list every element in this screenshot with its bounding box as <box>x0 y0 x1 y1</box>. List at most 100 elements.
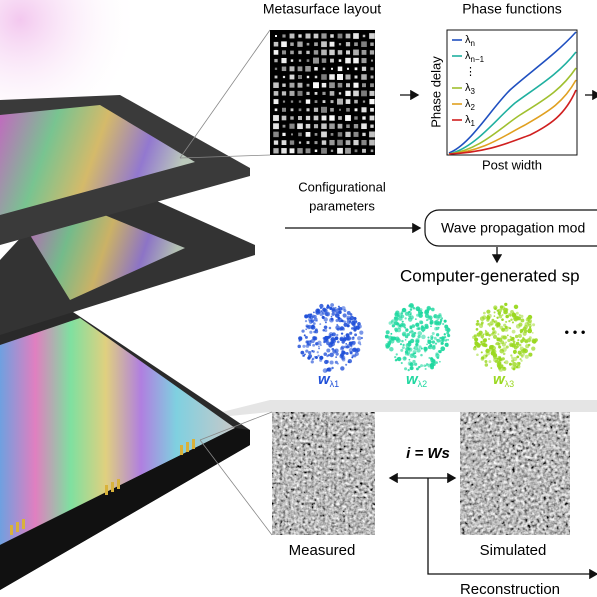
speckle <box>397 324 402 329</box>
post <box>281 58 287 64</box>
post <box>305 148 311 154</box>
speckle <box>305 349 309 353</box>
post <box>337 33 343 39</box>
post <box>321 82 327 88</box>
speckle <box>409 308 413 311</box>
post <box>306 91 310 95</box>
post <box>273 91 279 96</box>
post <box>345 42 351 47</box>
speckle <box>319 303 324 309</box>
speckle <box>480 351 483 354</box>
post <box>330 58 334 63</box>
speckle <box>334 360 338 364</box>
post <box>314 133 318 136</box>
speckle <box>502 352 506 356</box>
post <box>273 131 279 138</box>
speckle <box>424 367 427 370</box>
pads <box>10 439 195 535</box>
speckle <box>480 321 484 325</box>
speckles <box>297 302 538 373</box>
post <box>338 92 342 95</box>
speckle <box>409 326 413 330</box>
speckle <box>337 305 340 308</box>
post <box>282 132 286 137</box>
weight-subscript: λ2 <box>418 379 428 389</box>
speckle <box>509 335 512 338</box>
speckle <box>320 307 322 310</box>
post <box>337 139 343 146</box>
plate-top-surface <box>0 105 195 215</box>
post <box>354 149 358 153</box>
plate-middle-surface <box>30 205 185 300</box>
speckle <box>487 313 492 318</box>
post <box>354 67 358 71</box>
speckle <box>508 319 511 323</box>
speckle <box>497 333 500 336</box>
post <box>369 98 375 105</box>
legend-symbol: λ <box>465 98 471 110</box>
speckle <box>503 361 506 364</box>
speckle <box>474 341 479 346</box>
speckle <box>440 346 446 352</box>
speckle <box>343 322 348 327</box>
speckle <box>480 334 485 339</box>
speckle <box>326 348 331 353</box>
speckle <box>417 331 423 336</box>
speckle <box>348 347 354 353</box>
speckle <box>334 312 340 317</box>
speckle <box>517 339 520 342</box>
x-axis-label: Post width <box>482 157 542 172</box>
speckle <box>516 355 520 359</box>
post <box>281 66 287 72</box>
speckle <box>393 316 399 321</box>
speckle <box>347 360 350 364</box>
post <box>322 67 326 71</box>
speckle <box>325 360 330 364</box>
speckle <box>334 336 339 341</box>
speckle <box>520 314 524 318</box>
speckle <box>408 358 411 361</box>
speckle <box>343 309 347 313</box>
speckle <box>348 320 352 323</box>
model-label: Wave propagation mod <box>441 220 585 236</box>
post <box>273 123 279 130</box>
post <box>273 148 279 154</box>
post <box>281 50 287 55</box>
speckle <box>496 309 499 312</box>
speckle <box>437 350 441 353</box>
speckle <box>501 314 504 316</box>
speckle <box>494 323 498 327</box>
speckle <box>339 326 344 331</box>
speckle <box>440 342 444 346</box>
speckle <box>420 311 424 315</box>
post <box>313 50 319 55</box>
speckle <box>485 330 487 333</box>
speckle <box>445 338 448 341</box>
speckle <box>303 334 306 337</box>
speckle <box>493 315 496 317</box>
chip-edge <box>0 428 250 590</box>
speckle <box>315 343 318 346</box>
speckle <box>413 352 416 355</box>
weight-subscript: λ1 <box>330 379 340 389</box>
speckle <box>409 353 415 359</box>
post <box>274 34 278 38</box>
speckle <box>429 362 435 368</box>
speckle <box>323 340 326 344</box>
post <box>306 141 310 145</box>
post <box>353 131 359 137</box>
speckle <box>447 338 450 341</box>
speckle <box>503 366 506 370</box>
post <box>274 58 278 63</box>
speckle <box>413 362 418 366</box>
post <box>298 75 302 79</box>
speckle <box>496 325 499 328</box>
speckle <box>385 344 390 349</box>
post <box>273 50 279 55</box>
post <box>345 50 351 55</box>
speckle <box>345 363 348 366</box>
speckle <box>436 356 440 359</box>
speckle <box>433 315 437 318</box>
speckle <box>314 328 318 332</box>
